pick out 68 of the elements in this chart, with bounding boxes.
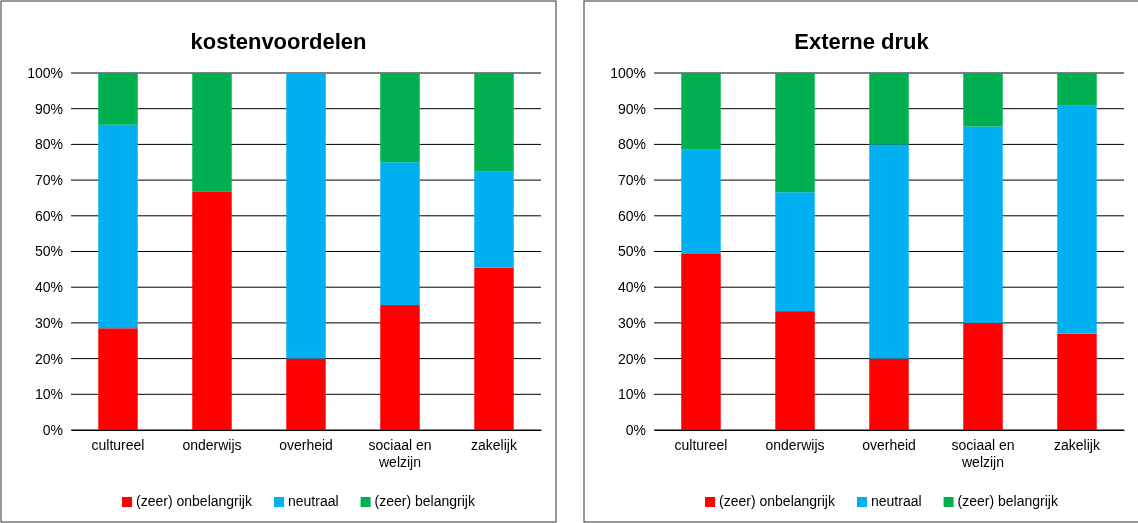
- x-tick-label: sociaal en welzijn: [951, 436, 1015, 470]
- bar: [98, 73, 138, 125]
- bar: [775, 192, 815, 312]
- bar: [869, 144, 909, 359]
- bar: [98, 124, 138, 329]
- bar: [681, 73, 721, 150]
- bar: [474, 171, 514, 268]
- bar: [474, 267, 514, 430]
- bar: [869, 358, 909, 430]
- y-tick-label: 10%: [34, 386, 63, 403]
- x-tick-label: onderwijs: [182, 436, 242, 453]
- y-tick-label: 30%: [34, 314, 63, 331]
- y-tick-label: 10%: [617, 386, 646, 403]
- chart-title: kostenvoordelen: [190, 29, 367, 54]
- bar: [1057, 105, 1097, 334]
- bar: [380, 162, 420, 306]
- x-tick-label: onderwijs: [765, 436, 825, 453]
- x-tick-label: zakelijk: [1054, 436, 1101, 453]
- x-tick-label: cultureel: [674, 436, 728, 453]
- bar: [869, 73, 909, 145]
- y-tick-label: 20%: [34, 350, 63, 367]
- y-tick-label: 90%: [617, 100, 646, 117]
- y-tick-label: 100%: [27, 64, 63, 81]
- bar: [380, 73, 420, 163]
- legend-label: (zeer) onbelangrijk: [719, 493, 836, 509]
- bar: [775, 73, 815, 193]
- y-tick-label: 100%: [610, 64, 646, 81]
- bar: [681, 253, 721, 430]
- y-tick-label: 70%: [617, 172, 646, 189]
- legend-label: (zeer) onbelangrijk: [136, 493, 253, 509]
- y-tick-label: 60%: [617, 207, 646, 224]
- y-tick-label: 80%: [34, 136, 63, 153]
- y-tick-label: 40%: [617, 279, 646, 296]
- y-tick-label: 50%: [617, 243, 646, 260]
- legend-label: (zeer) belangrijk: [374, 493, 476, 509]
- bar: [963, 126, 1003, 323]
- bar: [192, 73, 232, 192]
- bar: [1057, 333, 1097, 430]
- y-tick-label: 60%: [34, 207, 63, 224]
- x-tick-label: overheid: [862, 436, 916, 453]
- y-tick-label: 30%: [617, 314, 646, 331]
- y-tick-label: 80%: [617, 136, 646, 153]
- y-tick-label: 20%: [617, 350, 646, 367]
- bar: [98, 328, 138, 430]
- bar: [681, 149, 721, 254]
- legend-label: neutraal: [287, 493, 339, 509]
- bar: [775, 311, 815, 430]
- y-tick-label: 70%: [34, 172, 63, 189]
- x-tick-label: cultureel: [91, 436, 145, 453]
- bar: [286, 358, 326, 430]
- bar: [286, 73, 326, 359]
- x-tick-label: zakelijk: [471, 436, 518, 453]
- bar: [192, 191, 232, 430]
- y-tick-label: 0%: [625, 421, 646, 438]
- y-tick-label: 40%: [34, 279, 63, 296]
- bar: [963, 73, 1003, 127]
- bar: [1057, 73, 1097, 106]
- y-tick-label: 0%: [42, 421, 63, 438]
- x-tick-label: overheid: [279, 436, 333, 453]
- chart-title: Externe druk: [794, 29, 930, 54]
- x-tick-label: sociaal en welzijn: [368, 436, 432, 470]
- bar: [963, 322, 1003, 430]
- bar: [380, 305, 420, 430]
- legend-label: (zeer) belangrijk: [957, 493, 1059, 509]
- y-tick-label: 50%: [34, 243, 63, 260]
- bar: [474, 73, 514, 172]
- y-tick-label: 90%: [34, 100, 63, 117]
- legend-label: neutraal: [870, 493, 922, 509]
